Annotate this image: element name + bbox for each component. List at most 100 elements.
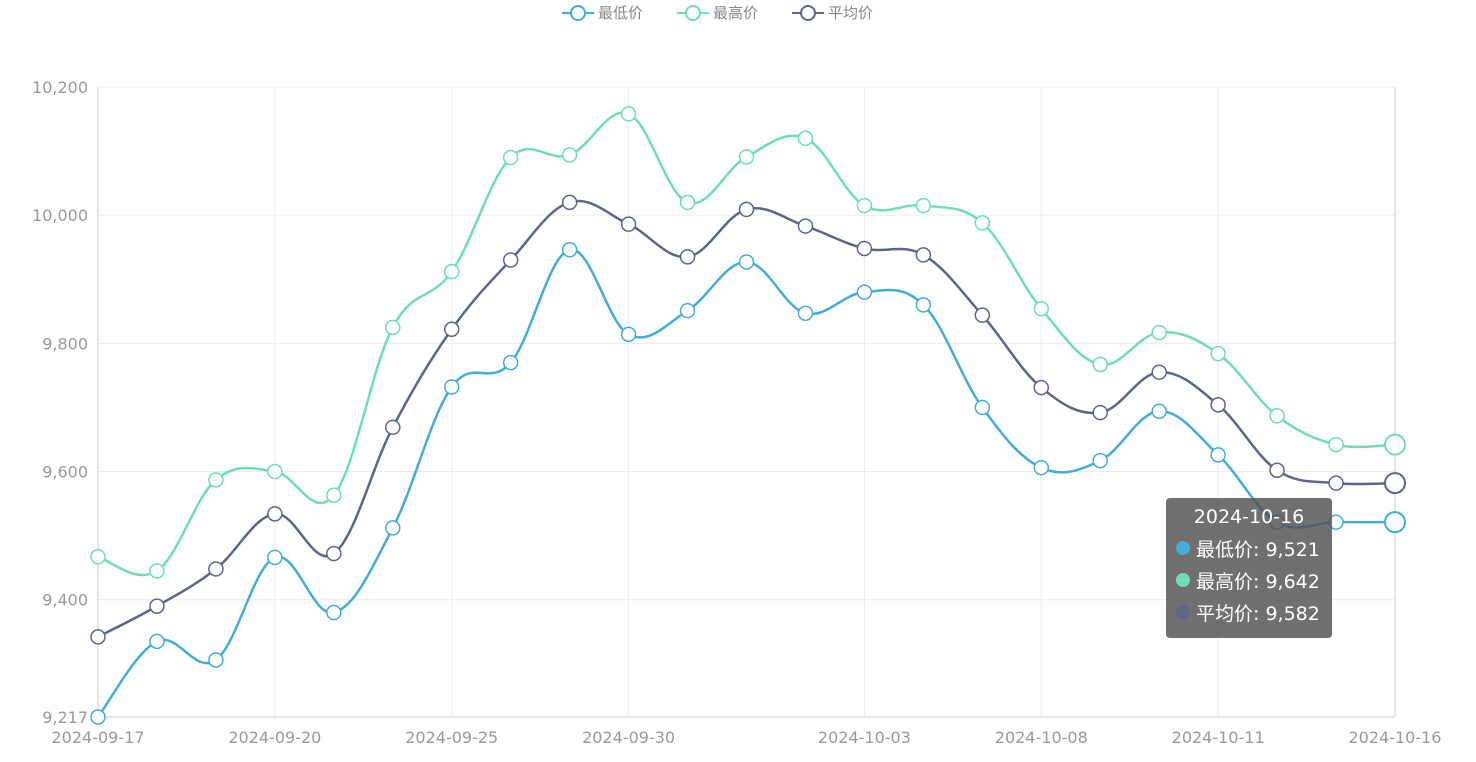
data-point — [915, 197, 932, 214]
data-point — [561, 242, 578, 258]
y-tick-label: 9,400 — [42, 591, 88, 610]
tooltip-row-max: 最高价: 9,642 — [1176, 564, 1322, 596]
data-point — [326, 545, 342, 562]
legend-label-max-price: 最高价 — [713, 4, 759, 22]
data-point — [326, 604, 342, 621]
x-tick-label: 2024-10-11 — [1172, 728, 1265, 747]
data-point — [1033, 379, 1050, 396]
data-point — [1033, 459, 1050, 476]
legend-min-price-icon — [562, 4, 594, 21]
data-point — [797, 218, 814, 234]
tooltip-title: 2024-10-16 — [1193, 506, 1305, 528]
axis-layer: 9,217 9,400 9,600 9,800 10,000 10,200 2024-09-… — [32, 78, 1441, 747]
tooltip: 2024-10-16 最低价: 9,521 最高价: 9,642 平均价: 9,… — [1166, 498, 1332, 638]
data-point — [679, 249, 696, 265]
data-point — [974, 307, 991, 323]
legend-item-max-price[interactable]: 最高价 — [677, 2, 758, 23]
legend-item-avg-price[interactable]: 平均价 — [792, 2, 873, 23]
y-tick-label: 10,000 — [32, 206, 88, 225]
y-tick-label: 9,217 — [42, 708, 88, 727]
data-point — [1384, 433, 1406, 456]
tooltip-dot-max-icon — [1176, 573, 1190, 587]
data-point — [90, 709, 106, 725]
data-point — [267, 463, 283, 480]
data-point — [1210, 447, 1226, 463]
tooltip-value-min: 最低价: 9,521 — [1196, 538, 1320, 561]
data-point — [856, 284, 873, 300]
data-point — [149, 598, 165, 614]
data-point — [1151, 324, 1167, 341]
x-tick-label: 2024-10-08 — [995, 728, 1088, 747]
data-point — [1092, 404, 1108, 421]
data-point — [90, 549, 106, 565]
data-point — [856, 240, 873, 257]
data-point — [1210, 345, 1226, 362]
x-tick-label: 2024-10-03 — [818, 728, 911, 747]
legend-max-price-icon — [677, 4, 709, 21]
data-point — [1210, 397, 1226, 413]
data-point — [915, 297, 932, 313]
data-point — [1151, 364, 1167, 380]
data-point — [385, 319, 401, 336]
data-point — [915, 247, 932, 263]
data-point — [620, 106, 637, 122]
data-point — [1328, 475, 1344, 491]
data-point — [1384, 511, 1406, 534]
series-layer — [90, 106, 1406, 725]
y-tick-label: 10,200 — [32, 78, 88, 97]
data-point — [738, 201, 755, 218]
tooltip-value-max: 最高价: 9,642 — [1196, 570, 1320, 593]
data-point — [1092, 356, 1108, 373]
data-point — [1384, 472, 1406, 495]
x-tick-label: 2024-09-17 — [52, 728, 145, 747]
data-point — [679, 194, 696, 211]
tooltip-dot-min-icon — [1176, 541, 1190, 555]
data-point — [1092, 452, 1108, 469]
data-point — [974, 215, 991, 231]
data-point — [1328, 436, 1344, 453]
data-point — [561, 194, 578, 211]
data-point — [797, 305, 814, 321]
data-point — [502, 354, 519, 371]
data-point — [149, 633, 165, 650]
y-tick-label: 9,600 — [42, 463, 88, 482]
data-point — [208, 561, 224, 577]
tooltip-row-avg: 平均价: 9,582 — [1176, 596, 1322, 628]
data-point — [1269, 462, 1285, 479]
x-tick-label: 2024-10-16 — [1349, 728, 1442, 747]
data-point — [149, 563, 165, 579]
x-tick-label: 2024-09-20 — [228, 728, 321, 747]
data-point — [738, 254, 755, 270]
x-tick-label: 2024-09-25 — [405, 728, 498, 747]
legend-avg-price-icon — [792, 4, 824, 21]
data-point — [620, 326, 637, 343]
data-point — [1151, 403, 1167, 420]
data-point — [385, 419, 401, 436]
y-tick-label: 9,800 — [42, 334, 88, 353]
data-point — [1269, 408, 1285, 424]
data-point — [443, 263, 460, 280]
data-point — [738, 149, 755, 165]
data-point — [90, 629, 106, 645]
data-point — [561, 147, 578, 163]
data-point — [974, 399, 991, 416]
data-point — [267, 506, 283, 522]
x-tick-label: 2024-09-30 — [582, 728, 675, 747]
tooltip-value-avg: 平均价: 9,582 — [1196, 602, 1320, 625]
data-point — [856, 197, 873, 214]
data-point — [443, 379, 460, 395]
data-point — [502, 252, 519, 268]
data-point — [620, 216, 637, 232]
tooltip-row-min: 最低价: 9,521 — [1176, 532, 1322, 564]
data-point — [267, 549, 283, 566]
data-point — [797, 130, 814, 147]
legend-label-min-price: 最低价 — [598, 4, 644, 22]
data-point — [502, 149, 519, 166]
data-point — [679, 302, 696, 319]
data-point — [385, 520, 401, 536]
data-point — [208, 472, 224, 488]
legend-item-min-price[interactable]: 最低价 — [562, 2, 643, 23]
data-point — [1033, 300, 1050, 317]
data-point — [326, 487, 342, 504]
